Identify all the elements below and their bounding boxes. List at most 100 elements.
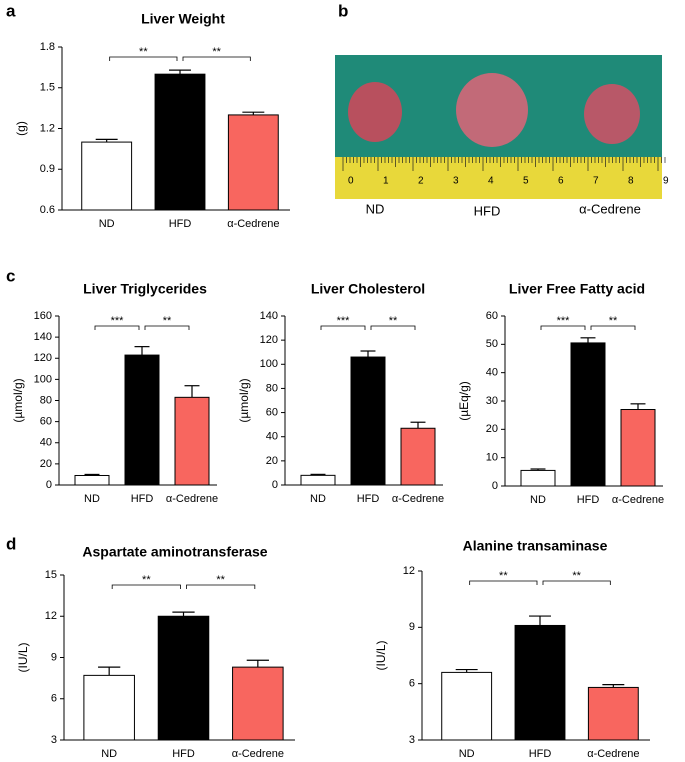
- photo-label: ND: [366, 201, 385, 216]
- significance-label: **: [609, 315, 618, 327]
- y-tick-label: 30: [486, 395, 498, 407]
- chart-title: Liver Weight: [141, 11, 225, 27]
- significance-label: **: [572, 570, 581, 582]
- significance-bracket: [144, 325, 190, 330]
- significance-label: ***: [557, 315, 571, 327]
- ruler-number: 2: [418, 176, 424, 187]
- y-tick-label: 1.2: [40, 122, 55, 134]
- x-tick-label: ND: [84, 493, 100, 505]
- y-tick-label: 6: [409, 678, 415, 690]
- y-axis-label: (µEq/g): [457, 381, 471, 421]
- significance-bracket: [186, 584, 256, 589]
- y-axis-label: (µmol/g): [237, 378, 251, 422]
- x-tick-label: HFD: [172, 748, 195, 760]
- significance-label: ***: [111, 315, 125, 327]
- y-tick-label: 120: [34, 352, 52, 364]
- liver: [584, 84, 640, 144]
- x-tick-label: HFD: [357, 493, 380, 505]
- x-tick-label: α-Cedrene: [392, 493, 444, 505]
- photo-label: HFD: [474, 203, 501, 218]
- significance-label: **: [389, 315, 398, 327]
- y-tick-label: 100: [34, 373, 52, 385]
- significance-bracket: [540, 325, 586, 330]
- bar: [300, 474, 336, 486]
- significance-label: **: [139, 46, 148, 58]
- bar: [570, 342, 606, 487]
- y-tick-label: 40: [40, 437, 52, 449]
- ruler-number: 0: [348, 176, 354, 187]
- y-tick-label: 0.9: [40, 163, 55, 175]
- y-tick-label: 60: [266, 406, 278, 418]
- y-tick-label: 1.8: [40, 41, 55, 53]
- bar: [124, 354, 160, 486]
- significance-bracket: [469, 580, 538, 585]
- y-tick-label: 9: [409, 621, 415, 633]
- y-tick-label: 20: [40, 458, 52, 470]
- chart-title: Liver Cholesterol: [311, 281, 425, 297]
- significance-bracket: [542, 580, 611, 585]
- y-tick-label: 50: [486, 338, 498, 350]
- bar: [350, 356, 386, 486]
- significance-bracket: [109, 56, 178, 61]
- panel-label: d: [6, 534, 16, 553]
- bar: [520, 469, 556, 487]
- ruler-number: 3: [453, 176, 459, 187]
- bar-chart: Liver Cholesterol (µmol/g) 0 20 40 60 80 100 120…: [237, 281, 444, 505]
- significance-bracket: [111, 584, 181, 589]
- y-tick-label: 12: [45, 610, 57, 622]
- ruler-number: 4: [488, 176, 494, 187]
- bar: [227, 114, 279, 211]
- y-tick-label: 0.6: [40, 204, 55, 216]
- bar: [441, 671, 493, 741]
- y-tick-label: 1.5: [40, 82, 55, 94]
- y-axis-label: (µmol/g): [11, 378, 25, 422]
- bar: [74, 474, 110, 486]
- x-tick-label: α-Cedrene: [227, 218, 279, 230]
- y-tick-label: 9: [51, 651, 57, 663]
- x-tick-label: HFD: [169, 218, 192, 230]
- bar: [83, 674, 135, 741]
- panel-label: c: [6, 266, 15, 285]
- x-tick-label: ND: [530, 494, 546, 506]
- y-tick-label: 120: [260, 334, 278, 346]
- y-tick-label: 40: [266, 431, 278, 443]
- significance-label: **: [499, 570, 508, 582]
- y-tick-label: 80: [266, 382, 278, 394]
- significance-label: **: [216, 574, 225, 586]
- ruler-number: 5: [523, 176, 529, 187]
- y-axis-label: (g): [14, 121, 28, 136]
- chart-title: Liver Free Fatty acid: [509, 281, 645, 297]
- significance-label: ***: [337, 315, 351, 327]
- bar: [174, 396, 210, 486]
- y-tick-label: 3: [409, 734, 415, 746]
- ruler-number: 1: [383, 176, 389, 187]
- bar: [400, 427, 436, 486]
- bar-chart: Liver Triglycerides (µmol/g) 0 20 40 60 80 100 1…: [11, 281, 218, 505]
- bar: [587, 686, 639, 741]
- x-tick-label: ND: [101, 748, 117, 760]
- significance-label: **: [163, 315, 172, 327]
- ruler: [335, 157, 662, 199]
- x-tick-label: HFD: [131, 493, 154, 505]
- y-tick-label: 60: [486, 310, 498, 322]
- y-tick-label: 6: [51, 693, 57, 705]
- x-tick-label: ND: [459, 748, 475, 760]
- y-tick-label: 3: [51, 734, 57, 746]
- panel-label: b: [338, 1, 348, 20]
- y-tick-label: 20: [266, 455, 278, 467]
- x-tick-label: HFD: [529, 748, 552, 760]
- ruler-number: 8: [628, 176, 634, 187]
- significance-bracket: [590, 325, 636, 330]
- chart-title: Alanine transaminase: [463, 538, 608, 554]
- bar-chart: Aspartate aminotransferase (IU/L) 3 6 9 12 15 N…: [16, 544, 295, 760]
- y-tick-label: 15: [45, 569, 57, 581]
- significance-bracket: [320, 325, 366, 330]
- bar: [81, 141, 133, 211]
- x-tick-label: α-Cedrene: [166, 493, 218, 505]
- x-tick-label: ND: [99, 218, 115, 230]
- significance-bracket: [370, 325, 416, 330]
- ruler-number: 7: [593, 176, 599, 187]
- x-tick-label: α-Cedrene: [612, 494, 664, 506]
- significance-bracket: [182, 56, 251, 61]
